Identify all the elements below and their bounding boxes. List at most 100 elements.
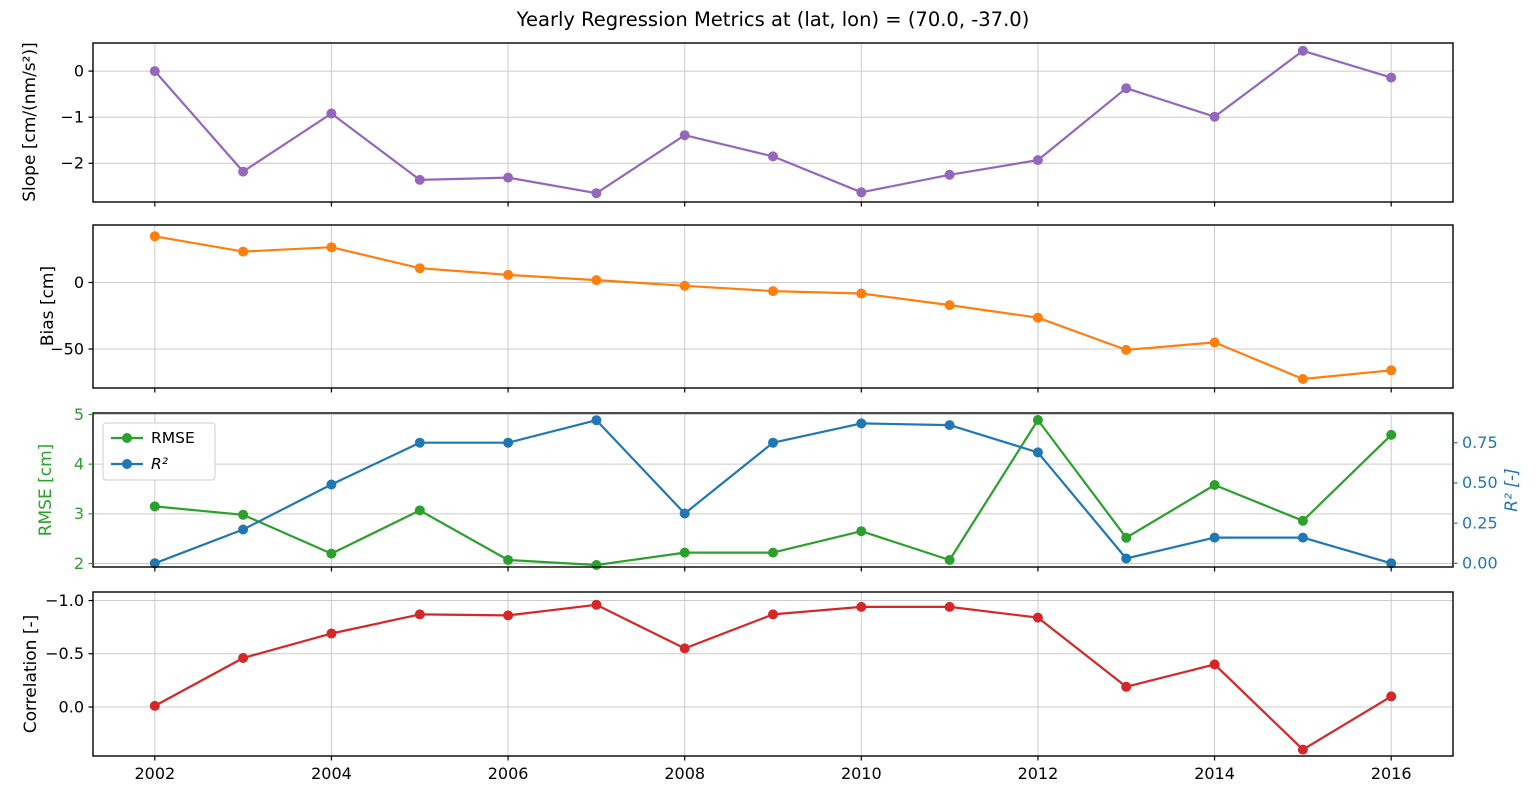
panel-rmse_r2: 2 3 4 5 0.00 0.25 0.50 0.75 RMSE R²	[74, 405, 1498, 573]
r2-data-point	[768, 437, 778, 448]
rmse-data-point	[1386, 429, 1397, 440]
rmse-data-point	[591, 560, 602, 570]
x-tick-label: 2012	[1018, 764, 1059, 783]
x-tick-label: 2014	[1194, 764, 1235, 783]
x-tick-label: 2010	[841, 764, 882, 783]
bias-data-point	[503, 269, 514, 280]
r2-data-point	[1121, 553, 1132, 564]
x-tick-label: 2008	[664, 764, 705, 783]
rmse-data-point	[679, 547, 690, 558]
legend-label: RMSE	[151, 429, 195, 447]
y-tick-label: 0.0	[59, 697, 84, 716]
r2-data-point	[944, 420, 955, 431]
correlation-data-point	[768, 609, 778, 620]
correlation-data-point	[149, 700, 160, 711]
panel-border	[92, 412, 1454, 568]
bias-data-point	[1032, 312, 1043, 323]
y-tick-label: 5	[74, 405, 84, 424]
r2-data-point	[856, 418, 867, 429]
bias-data-point	[1386, 365, 1397, 376]
r2-data-point	[149, 558, 160, 569]
grid	[93, 413, 1453, 567]
correlation-series-line	[154, 603, 1392, 751]
slope-data-point	[856, 187, 867, 198]
correlation-data-point	[503, 610, 514, 621]
x-tick-label: 2006	[488, 764, 529, 783]
rmse-data-point	[149, 501, 160, 512]
rmse-data-point	[503, 555, 514, 565]
x-tick-label: 2004	[311, 764, 352, 783]
correlation-data-point	[238, 653, 249, 663]
correlation-data-point	[1297, 744, 1308, 755]
r2-data-point	[1032, 447, 1043, 458]
panel-bias: 0 −50	[50, 224, 1454, 393]
panel-border	[92, 224, 1454, 389]
y-tick-label-right: 0.25	[1462, 513, 1498, 532]
y-tick-label-right: 0.75	[1462, 433, 1498, 452]
slope-data-point	[1121, 83, 1132, 94]
y-tick-label: 0	[74, 273, 84, 292]
bias-series-line	[154, 235, 1392, 381]
bias-data-point	[768, 286, 778, 297]
bias-data-point	[591, 275, 602, 286]
rmse-data-point	[326, 548, 337, 559]
correlation-data-point	[326, 628, 337, 639]
correlation-data-point	[591, 599, 602, 610]
slope-data-point	[149, 66, 160, 77]
bias-data-point	[944, 300, 955, 311]
legend-marker	[122, 433, 132, 443]
y-tick-label: −1	[60, 107, 84, 126]
slope-data-point	[1297, 45, 1308, 56]
y-tick-label-right: 0.00	[1462, 554, 1498, 573]
bias-data-point	[1121, 344, 1132, 355]
r2-data-point	[1386, 558, 1397, 569]
y-tick-label: −2	[60, 154, 84, 173]
r2-data-point	[414, 437, 425, 448]
rmse-data-point	[1032, 415, 1043, 425]
r2-data-point	[591, 415, 602, 426]
r2-data-point	[1209, 532, 1220, 543]
slope-data-point	[1209, 111, 1220, 122]
x-tick-label: 2016	[1371, 764, 1412, 783]
y-tick-label: 2	[74, 554, 84, 573]
rmse-data-point	[944, 555, 955, 565]
slope-data-point	[679, 130, 690, 141]
correlation-data-point	[1209, 659, 1220, 670]
slope-data-point	[944, 169, 955, 180]
r2-data-point	[503, 437, 514, 448]
panel-slope: 0 −1 −2	[60, 42, 1454, 207]
y-tick-label: −0.5	[45, 644, 84, 663]
bias-data-point	[414, 263, 425, 274]
legend-label: R²	[151, 455, 168, 473]
slope-data-point	[1386, 72, 1397, 83]
panel-border	[92, 42, 1454, 203]
r2-y-axis-label: R² [-]	[1502, 468, 1522, 512]
correlation-data-point	[856, 601, 867, 612]
slope-data-point	[326, 108, 337, 119]
slope-data-point	[768, 151, 778, 162]
slope-data-point	[1032, 155, 1043, 166]
correlation-data-point	[944, 601, 955, 612]
y-tick-label: −1.0	[45, 591, 84, 610]
bias-data-point	[1209, 337, 1220, 348]
bias-data-point	[326, 242, 337, 253]
rmse-data-point	[414, 505, 425, 516]
slope-data-point	[503, 172, 514, 183]
y-tick-label: 4	[74, 454, 84, 473]
y-tick-label: 0	[74, 61, 84, 80]
slope-series-line	[153, 49, 1392, 195]
y-tick-label: −50	[50, 339, 84, 358]
legend: RMSE R²	[102, 422, 216, 481]
r2-data-point	[679, 508, 690, 519]
x-tick-label: 2002	[134, 764, 175, 783]
bias-data-point	[679, 280, 690, 291]
panel-border	[92, 591, 1454, 757]
grid	[93, 225, 1453, 388]
r2-data-point	[1297, 532, 1308, 543]
correlation-data-point	[1121, 681, 1132, 692]
slope-data-point	[414, 174, 425, 185]
rmse-data-point	[768, 547, 778, 558]
panel-correlation: −1.0 −0.5 0.0 2002 2004 2006 2008 2010 2012 2014 2…	[45, 591, 1454, 783]
